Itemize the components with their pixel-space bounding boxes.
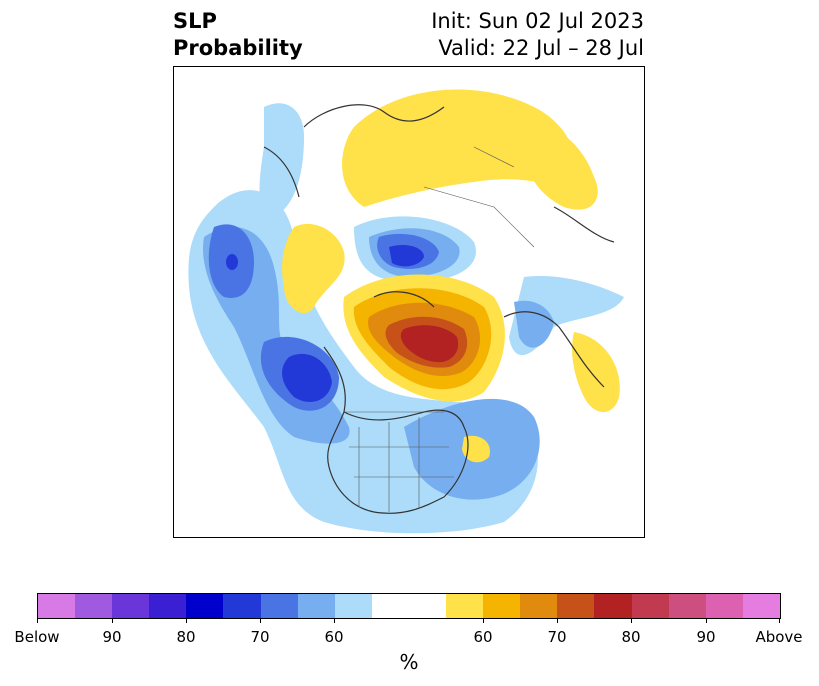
- map-title: SLP Probability: [173, 8, 303, 62]
- colorbar-segment: [334, 594, 372, 618]
- colorbar-segment: [260, 594, 298, 618]
- colorbar-tick-label: 60: [473, 628, 493, 646]
- colorbar-segment: [186, 594, 224, 618]
- colorbar-segment: [631, 594, 669, 618]
- colorbar-segment: [408, 594, 447, 618]
- below-90-arctic: [389, 245, 424, 267]
- colorbar-tick-label: 80: [176, 628, 196, 646]
- colorbar-segment: [223, 594, 261, 618]
- colorbar-tick-label: 80: [621, 628, 641, 646]
- colorbar-tick: [37, 618, 38, 623]
- colorbar-segment: [483, 594, 521, 618]
- colorbar-segment: [297, 594, 335, 618]
- below-90-westcoast: [282, 353, 332, 402]
- colorbar-tick-label: 90: [102, 628, 122, 646]
- colorbar-tick: [779, 618, 780, 623]
- colorbar-unit-label: %: [399, 650, 419, 674]
- above-60-siberia: [523, 125, 598, 210]
- colorbar-segment: [742, 594, 780, 618]
- above-60-canada: [282, 223, 345, 314]
- colorbar-segment: [557, 594, 595, 618]
- init-date: Init: Sun 02 Jul 2023: [431, 9, 644, 33]
- colorbar-tick: [483, 618, 484, 623]
- probability-colorbar: [37, 593, 781, 619]
- colorbar-segment: [520, 594, 558, 618]
- above-core-greenland: [400, 325, 459, 363]
- forecast-dates: Init: Sun 02 Jul 2023 Valid: 22 Jul – 28…: [431, 8, 644, 62]
- colorbar-tick: [706, 618, 707, 623]
- colorbar-tick-label: 70: [250, 628, 270, 646]
- title-line-2: Probability: [173, 36, 303, 60]
- colorbar-tick-label: 90: [696, 628, 716, 646]
- probability-map: [173, 66, 645, 538]
- colorbar-segment: [38, 594, 76, 618]
- valid-range: Valid: 22 Jul – 28 Jul: [438, 36, 644, 60]
- above-60-atlantic: [462, 435, 490, 463]
- map-canvas: [188, 89, 624, 534]
- colorbar-tick: [334, 618, 335, 623]
- colorbar-segment: [149, 594, 187, 618]
- colorbar-tick: [260, 618, 261, 623]
- borders: [344, 146, 535, 512]
- colorbar-tick-label: 60: [324, 628, 344, 646]
- colorbar-tick-label: Above: [755, 628, 803, 646]
- colorbar-segment: [112, 594, 150, 618]
- below-70-europe: [514, 300, 554, 348]
- colorbar-tick: [557, 618, 558, 623]
- below-90-pacific-core: [226, 254, 238, 270]
- title-line-1: SLP: [173, 9, 217, 33]
- colorbar-tick: [112, 618, 113, 623]
- coastlines: [263, 104, 615, 514]
- colorbar-tick: [186, 618, 187, 623]
- colorbar-tick: [631, 618, 632, 623]
- colorbar-segment: [705, 594, 743, 618]
- colorbar-tick-label: Below: [14, 628, 60, 646]
- colorbar-tick-label: 70: [547, 628, 567, 646]
- colorbar-segment: [75, 594, 113, 618]
- above-60-europe: [572, 332, 620, 412]
- colorbar-segment: [446, 594, 484, 618]
- above-60-arctic: [342, 89, 578, 207]
- colorbar-segment: [668, 594, 706, 618]
- colorbar-segment: [594, 594, 632, 618]
- colorbar-segment: [371, 594, 409, 618]
